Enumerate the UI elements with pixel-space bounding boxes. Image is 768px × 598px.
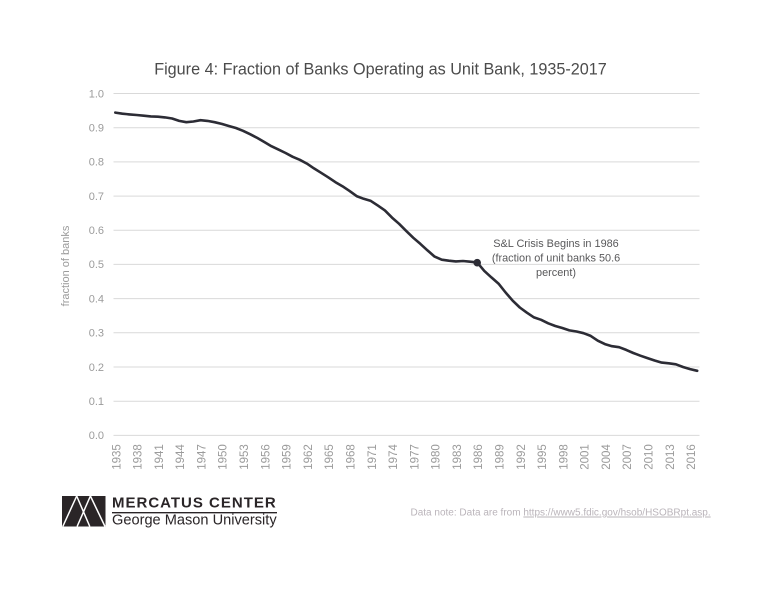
svg-text:0.8: 0.8 bbox=[89, 157, 104, 169]
svg-text:1935: 1935 bbox=[111, 444, 123, 470]
svg-text:1956: 1956 bbox=[260, 444, 272, 470]
svg-text:1950: 1950 bbox=[218, 444, 230, 470]
svg-text:1965: 1965 bbox=[324, 444, 336, 470]
svg-text:(fraction of unit banks 50.6: (fraction of unit banks 50.6 bbox=[492, 253, 620, 265]
svg-text:1959: 1959 bbox=[282, 444, 294, 470]
svg-text:1968: 1968 bbox=[346, 444, 358, 470]
svg-text:2001: 2001 bbox=[580, 444, 592, 470]
svg-text:1998: 1998 bbox=[558, 444, 570, 470]
svg-text:2007: 2007 bbox=[622, 444, 634, 470]
svg-text:1938: 1938 bbox=[133, 444, 145, 470]
svg-text:0.5: 0.5 bbox=[89, 259, 104, 271]
svg-text:1995: 1995 bbox=[537, 444, 549, 470]
svg-text:0.1: 0.1 bbox=[89, 396, 104, 408]
svg-text:Figure 4: Fraction of Banks Op: Figure 4: Fraction of Banks Operating as… bbox=[154, 61, 607, 79]
svg-text:S&L Crisis Begins in 1986: S&L Crisis Begins in 1986 bbox=[493, 238, 619, 250]
svg-text:1980: 1980 bbox=[431, 444, 443, 470]
svg-text:1944: 1944 bbox=[175, 444, 187, 470]
svg-text:0.3: 0.3 bbox=[89, 328, 104, 340]
svg-text:2004: 2004 bbox=[601, 444, 613, 470]
svg-text:0.9: 0.9 bbox=[89, 123, 104, 135]
svg-text:1962: 1962 bbox=[303, 444, 315, 470]
svg-text:1989: 1989 bbox=[495, 444, 507, 470]
svg-text:Data note: Data are from https: Data note: Data are from https://www5.fd… bbox=[411, 508, 711, 519]
svg-text:1.0: 1.0 bbox=[89, 88, 104, 100]
svg-text:1971: 1971 bbox=[367, 444, 379, 470]
svg-text:1992: 1992 bbox=[516, 444, 528, 470]
svg-text:1941: 1941 bbox=[154, 444, 166, 470]
svg-text:MERCATUS CENTER: MERCATUS CENTER bbox=[112, 495, 277, 512]
svg-text:1953: 1953 bbox=[239, 444, 251, 470]
svg-text:2013: 2013 bbox=[665, 444, 677, 470]
svg-text:0.2: 0.2 bbox=[89, 362, 104, 374]
svg-text:percent): percent) bbox=[536, 267, 576, 279]
svg-text:1983: 1983 bbox=[452, 444, 464, 470]
svg-text:0.4: 0.4 bbox=[89, 293, 104, 305]
svg-text:1947: 1947 bbox=[197, 444, 209, 470]
svg-text:George Mason University: George Mason University bbox=[112, 513, 277, 529]
svg-text:1974: 1974 bbox=[388, 444, 400, 470]
svg-text:1977: 1977 bbox=[409, 444, 421, 470]
svg-text:1986: 1986 bbox=[473, 444, 485, 470]
svg-text:fraction of banks: fraction of banks bbox=[60, 225, 72, 306]
svg-text:0.0: 0.0 bbox=[89, 430, 104, 442]
svg-text:2010: 2010 bbox=[644, 444, 656, 470]
svg-text:2016: 2016 bbox=[686, 444, 698, 470]
svg-text:0.6: 0.6 bbox=[89, 225, 104, 237]
svg-text:0.7: 0.7 bbox=[89, 191, 104, 203]
